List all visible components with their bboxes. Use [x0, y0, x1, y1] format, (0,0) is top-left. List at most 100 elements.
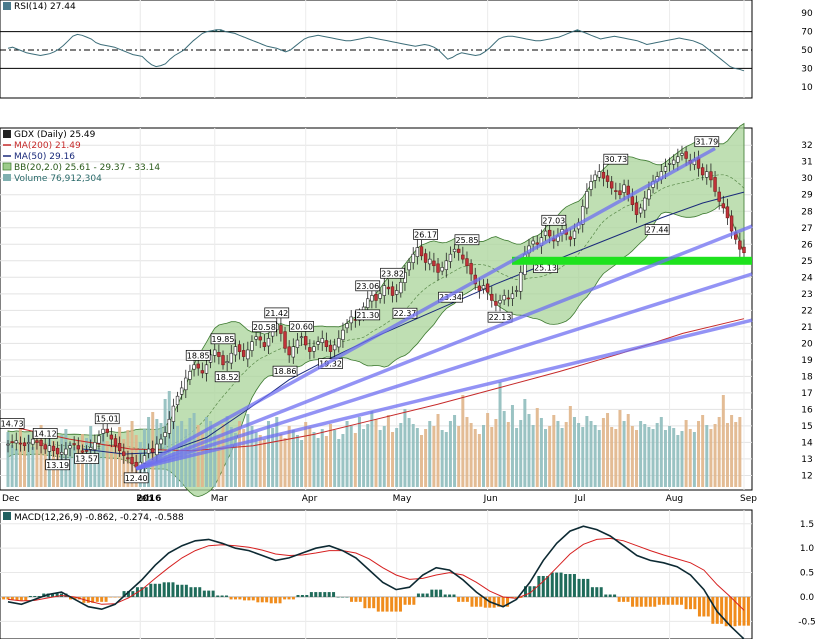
price-annotation: 13.19 [45, 459, 70, 471]
macd-histogram-bar [372, 596, 376, 609]
volume-bar [209, 421, 213, 487]
price-y-tick-label: 20 [801, 339, 813, 349]
macd-histogram-bar [376, 596, 380, 612]
candle-body [506, 297, 511, 300]
price-annotation-box [438, 291, 463, 303]
price-annotation: 20.60 [289, 321, 314, 332]
rsi-y-tick-label: 70 [801, 28, 813, 38]
macd-title: MACD(12,26,9) -0.862, -0.274, -0.588 [14, 513, 184, 523]
volume-bar [539, 418, 543, 487]
macd-histogram-bar [220, 595, 224, 597]
candle-body [126, 457, 130, 460]
volume-bar [606, 413, 610, 487]
candle-body [502, 295, 506, 301]
volume-bar [610, 427, 614, 487]
price-annotation-label: 19.32 [319, 360, 342, 369]
volume-bar [622, 421, 626, 487]
macd-histogram-bar [671, 596, 675, 605]
candle-body [469, 263, 473, 275]
price-annotation: 14.12 [32, 428, 58, 439]
macd-histogram-bar [15, 596, 19, 601]
price-annotation-label: 19.85 [212, 335, 235, 344]
volume-bar [424, 429, 428, 487]
candle-body [254, 336, 258, 340]
candle-body [35, 440, 39, 443]
volume-bar [593, 425, 597, 487]
volume-bar [643, 424, 647, 487]
volume-bar [200, 432, 204, 487]
macd-histogram-bar [492, 596, 496, 608]
price-annotation-box [380, 267, 405, 279]
macd-histogram-bar [515, 596, 519, 598]
candle-body [647, 189, 651, 200]
candle-body [543, 230, 548, 236]
macd-histogram-bar [336, 596, 340, 598]
candle-body [163, 432, 167, 437]
volume-bar [167, 391, 171, 487]
price-annotation-box [694, 136, 720, 148]
candle-body [461, 254, 465, 260]
rsi-legend: RSI(14) 27.44 [3, 2, 76, 12]
macd-histogram-bar [202, 590, 206, 597]
macd-histogram-bar [523, 586, 527, 597]
price-annotation-box [45, 459, 70, 471]
macd-histogram-bar [318, 592, 322, 597]
volume-bar [275, 417, 279, 487]
rsi-y-tick-label: 90 [801, 9, 813, 19]
volume-bar [705, 425, 709, 487]
volume-bar [544, 429, 548, 487]
macd-histogram-bar [635, 596, 639, 607]
macd-histogram-bar [702, 596, 706, 617]
macd-histogram-bar [117, 596, 121, 598]
volume-bar [597, 430, 601, 487]
candle-body [415, 247, 420, 257]
price-annotation-box [94, 413, 120, 425]
macd-histogram-bar [256, 596, 260, 603]
price-annotation-label: 14.73 [1, 419, 24, 428]
macd-histogram-bar [622, 596, 626, 602]
price-annotation-label: 21.30 [356, 311, 379, 320]
macd-histogram-bar [604, 594, 608, 597]
volume-bar [676, 435, 680, 487]
trend-line [135, 146, 716, 471]
volume-bar [581, 427, 585, 487]
macd-histogram-bar [448, 594, 452, 597]
volume-bar [287, 426, 291, 487]
macd-histogram-bar [599, 587, 603, 597]
ma50-legend: MA(50) 29.16 [14, 152, 75, 162]
price-annotation-box [123, 472, 149, 484]
volume-bar [490, 427, 494, 487]
price-annotation-label: 22.13 [489, 313, 512, 322]
candle-body [428, 258, 432, 265]
macd-histogram-bar [363, 596, 367, 609]
macd-y-tick-label: 1.0 [800, 544, 815, 554]
volume-bar [250, 426, 254, 487]
macd-histogram-bar [577, 578, 581, 597]
candle-body [382, 285, 386, 296]
price-annotation-label: 18.86 [274, 367, 297, 376]
price-annotation: 22.13 [487, 311, 513, 323]
macd-histogram-bar [233, 596, 237, 600]
price-y-tick-label: 17 [801, 389, 812, 399]
rsi-y-tick-label: 50 [801, 46, 813, 56]
volume-bar [266, 421, 270, 487]
volume-bar [457, 426, 461, 487]
volume-bar [300, 440, 304, 487]
candle-body [14, 440, 18, 444]
volume-bar [349, 426, 353, 487]
macd-histogram-bar [706, 596, 710, 617]
candle-body [88, 447, 93, 450]
volume-bar [482, 425, 486, 487]
volume-legend-swatch [3, 174, 11, 181]
macd-histogram-bar [586, 578, 590, 597]
candle-body [26, 442, 31, 445]
macd-histogram-bar [403, 596, 407, 605]
candle-body [341, 329, 345, 340]
macd-line [7, 525, 745, 639]
volume-bar [568, 406, 572, 487]
macd-histogram-bar [443, 594, 447, 597]
macd-y-tick-label: 0.0 [800, 593, 815, 603]
candle-body [151, 448, 155, 453]
macd-histogram-bar [416, 593, 420, 597]
volume-bar [312, 432, 316, 487]
